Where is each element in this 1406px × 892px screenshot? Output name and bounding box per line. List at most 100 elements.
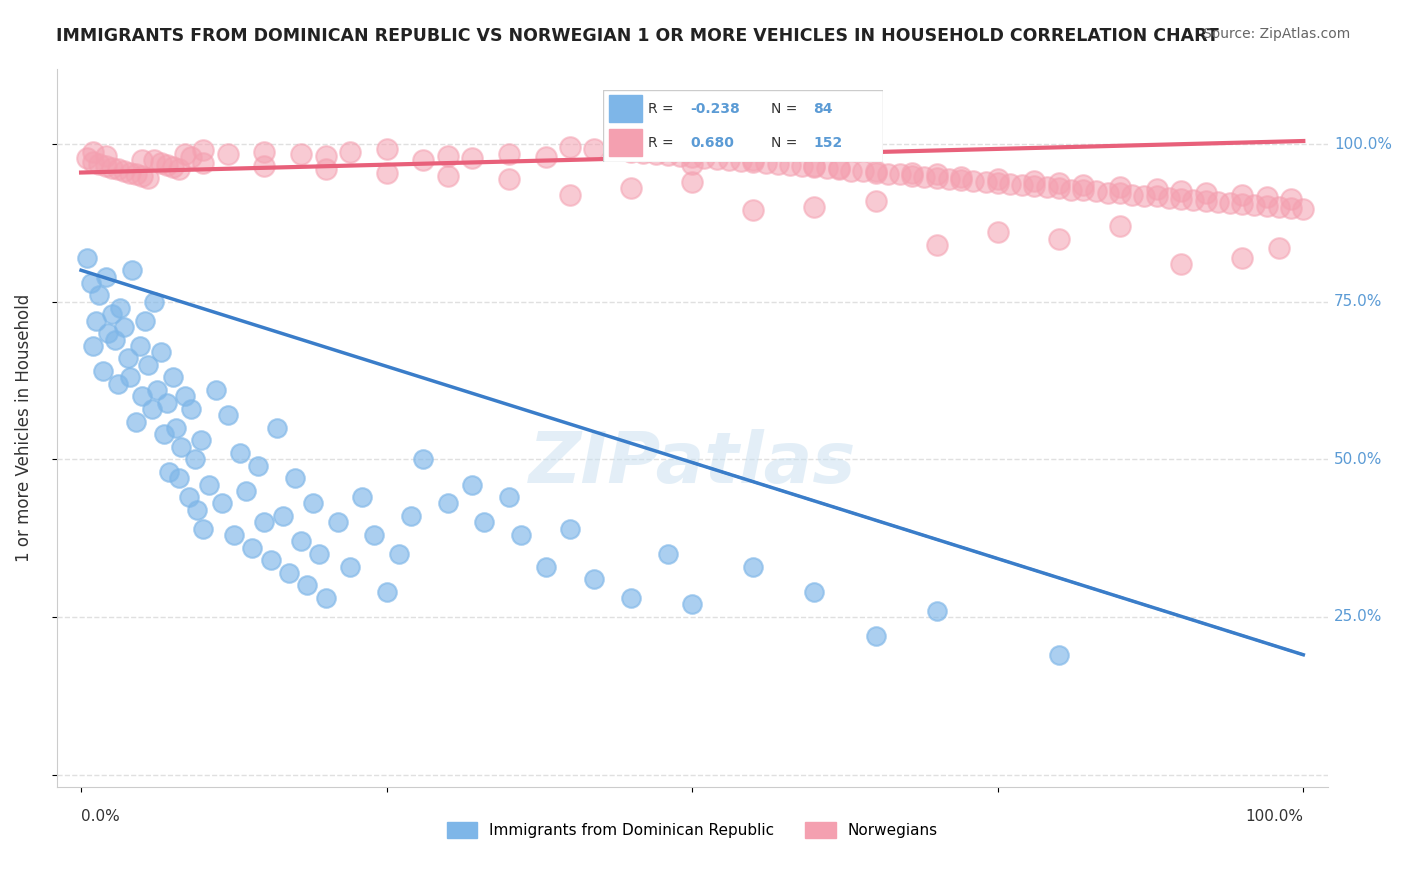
Point <box>94 269 117 284</box>
Point <box>498 146 520 161</box>
Point <box>925 170 948 185</box>
Point <box>1060 183 1083 197</box>
Point <box>1157 191 1180 205</box>
Point <box>399 509 422 524</box>
Point <box>1011 178 1033 193</box>
Point <box>146 383 169 397</box>
Point <box>1232 251 1254 265</box>
Point <box>107 376 129 391</box>
Point <box>121 263 143 277</box>
Text: Source: ZipAtlas.com: Source: ZipAtlas.com <box>1202 27 1350 41</box>
Point <box>912 169 935 184</box>
Point <box>100 307 122 321</box>
Point <box>94 148 117 162</box>
Point <box>1292 202 1315 216</box>
Point <box>143 153 166 167</box>
Point <box>1170 257 1192 271</box>
Point <box>375 165 398 179</box>
Point <box>217 146 239 161</box>
Point <box>100 161 122 175</box>
Point <box>558 140 581 154</box>
Point <box>950 169 973 184</box>
Point <box>1232 188 1254 202</box>
Point <box>89 288 111 302</box>
Point <box>174 389 197 403</box>
Point <box>889 168 911 182</box>
Point <box>229 446 252 460</box>
Point <box>1097 186 1119 200</box>
Point <box>1170 184 1192 198</box>
Point <box>388 547 411 561</box>
Point <box>865 163 887 178</box>
Point <box>925 604 948 618</box>
Point <box>308 547 330 561</box>
Point <box>339 145 361 159</box>
Point <box>94 159 117 173</box>
Point <box>80 276 103 290</box>
Point <box>162 161 184 175</box>
Point <box>436 169 458 183</box>
Point <box>375 142 398 156</box>
Point <box>1133 189 1156 203</box>
Point <box>1047 232 1070 246</box>
Point <box>131 169 153 183</box>
Point <box>766 157 789 171</box>
Text: ZIPatlas: ZIPatlas <box>529 429 856 499</box>
Point <box>925 238 948 252</box>
Point <box>987 171 1010 186</box>
Point <box>235 483 257 498</box>
Point <box>149 345 172 359</box>
Point <box>607 144 630 158</box>
Point <box>253 159 276 173</box>
Point <box>302 496 325 510</box>
Point <box>498 171 520 186</box>
Point <box>143 294 166 309</box>
Point <box>1071 178 1094 193</box>
Point <box>165 421 187 435</box>
Point <box>284 471 307 485</box>
Point <box>1279 202 1302 216</box>
Point <box>326 516 349 530</box>
Point <box>118 165 141 179</box>
Text: 100.0%: 100.0% <box>1334 136 1392 152</box>
Point <box>167 162 190 177</box>
Point <box>174 146 197 161</box>
Y-axis label: 1 or more Vehicles in Household: 1 or more Vehicles in Household <box>15 293 32 562</box>
Point <box>1047 181 1070 195</box>
Point <box>1047 176 1070 190</box>
Point <box>852 164 875 178</box>
Point <box>828 162 851 177</box>
Point <box>510 528 533 542</box>
Point <box>82 145 104 159</box>
Point <box>1121 187 1143 202</box>
Point <box>217 408 239 422</box>
Point <box>112 320 135 334</box>
Point <box>315 591 337 605</box>
Point <box>167 471 190 485</box>
Point <box>97 326 120 341</box>
Point <box>1170 192 1192 206</box>
Point <box>131 389 153 403</box>
Point <box>558 522 581 536</box>
Point <box>76 251 98 265</box>
Point <box>1219 195 1241 210</box>
Point <box>104 333 127 347</box>
Point <box>633 146 655 161</box>
Point <box>277 566 299 580</box>
Point <box>1206 195 1229 210</box>
Point <box>162 370 184 384</box>
Point <box>136 170 159 185</box>
Point <box>193 156 215 170</box>
Point <box>1024 174 1046 188</box>
Point <box>186 503 208 517</box>
Point <box>803 161 825 175</box>
Point <box>266 421 288 435</box>
Point <box>141 401 163 416</box>
Point <box>803 584 825 599</box>
Point <box>1182 193 1205 207</box>
Point <box>156 158 179 172</box>
Point <box>792 159 814 173</box>
Point <box>1194 194 1216 208</box>
Point <box>1256 199 1278 213</box>
Point <box>91 364 114 378</box>
